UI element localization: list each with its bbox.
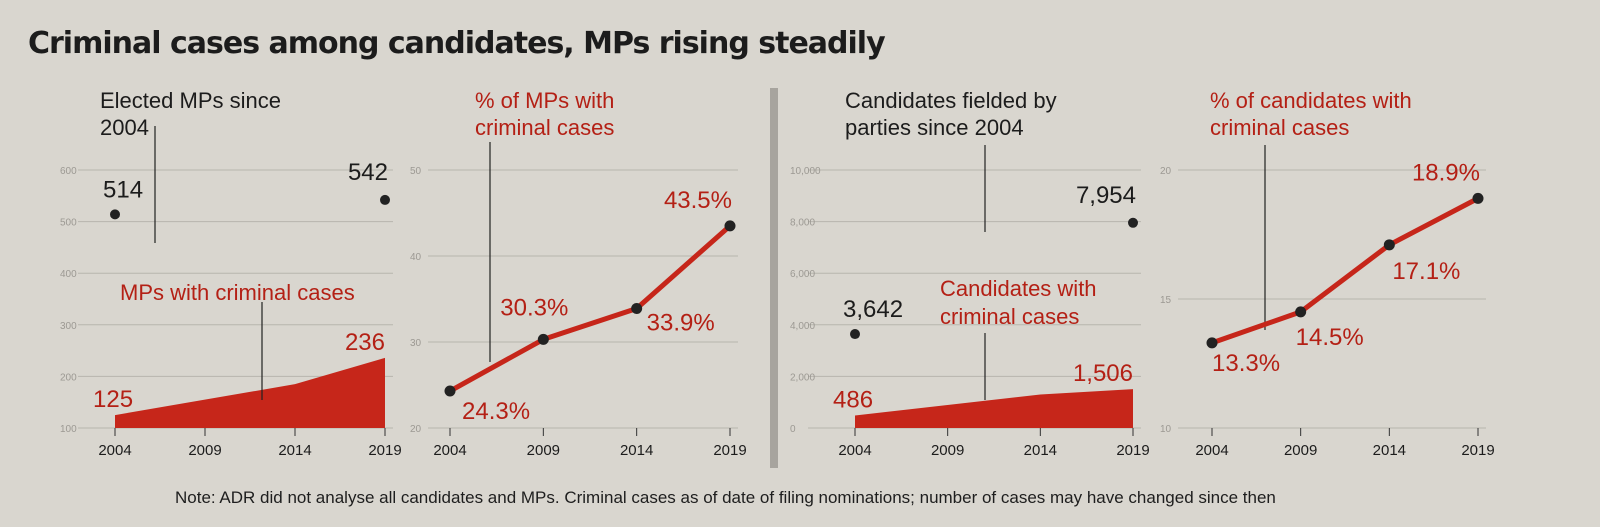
total-point (850, 329, 860, 340)
data-label: 1,506 (1073, 360, 1133, 387)
chart-title: % of candidates with (1210, 88, 1412, 113)
series-line (1211, 196, 1480, 346)
data-label: 7,954 (1076, 182, 1136, 209)
chart-title: Elected MPs since (100, 88, 281, 113)
data-label: 3,642 (843, 296, 903, 323)
x-tick-label: 2004 (433, 442, 466, 459)
data-label: 486 (833, 386, 873, 413)
data-label: 18.9% (1412, 159, 1480, 186)
y-tick-label: 600 (60, 166, 77, 177)
page-title: Criminal cases among candidates, MPs ris… (28, 26, 886, 61)
data-label: 43.5% (664, 187, 732, 214)
data-label: 236 (345, 329, 385, 356)
data-label: 14.5% (1296, 324, 1364, 351)
series-label: criminal cases (940, 304, 1079, 329)
total-point (1128, 217, 1138, 228)
x-tick-label: 2009 (188, 442, 221, 459)
series-point (724, 220, 736, 232)
series-point (1206, 337, 1218, 349)
data-label: 13.3% (1212, 350, 1280, 377)
x-tick-label: 2009 (931, 442, 964, 459)
data-label: 24.3% (462, 398, 530, 425)
y-tick-label: 10,000 (790, 166, 821, 177)
data-label: 125 (93, 386, 133, 413)
series-label: MPs with criminal cases (120, 280, 355, 305)
x-tick-label: 2014 (278, 442, 311, 459)
panel-divider (770, 88, 778, 468)
x-tick-label: 2009 (527, 442, 560, 459)
x-tick-label: 2004 (838, 442, 871, 459)
x-tick-label: 2014 (1024, 442, 1057, 459)
y-tick-label: 500 (60, 218, 77, 229)
y-tick-label: 8,000 (790, 218, 815, 229)
x-tick-label: 2019 (1461, 442, 1494, 459)
y-tick-label: 0 (790, 424, 796, 435)
criminal-area (855, 389, 1133, 428)
series-point (1472, 192, 1484, 204)
data-label: 542 (348, 159, 388, 186)
series-point (631, 302, 643, 314)
chart-title: Candidates fielded by (845, 88, 1057, 113)
x-tick-label: 2009 (1284, 442, 1317, 459)
data-label: 514 (103, 176, 143, 203)
x-tick-label: 2019 (368, 442, 401, 459)
x-tick-label: 2019 (1116, 442, 1149, 459)
series-point (1295, 306, 1307, 318)
y-tick-label: 50 (410, 166, 422, 177)
chart-title: 2004 (100, 115, 149, 140)
criminal-area (115, 357, 385, 428)
y-tick-label: 20 (1160, 166, 1172, 177)
footnote: Note: ADR did not analyse all candidates… (175, 488, 1276, 507)
y-tick-label: 6,000 (790, 269, 815, 280)
x-tick-label: 2014 (1373, 442, 1406, 459)
x-tick-label: 2019 (713, 442, 746, 459)
chart-title: % of MPs with (475, 88, 614, 113)
x-tick-label: 2014 (620, 442, 653, 459)
y-tick-label: 2,000 (790, 372, 815, 383)
data-label: 33.9% (647, 309, 715, 336)
series-line (448, 224, 732, 394)
chart-title: parties since 2004 (845, 115, 1024, 140)
y-tick-label: 40 (410, 252, 422, 263)
y-tick-label: 200 (60, 372, 77, 383)
total-point (110, 209, 120, 220)
data-label: 30.3% (500, 294, 568, 321)
y-tick-label: 15 (1160, 295, 1172, 306)
chart-title: criminal cases (1210, 115, 1349, 140)
series-point (444, 385, 456, 397)
chart-title: criminal cases (475, 115, 614, 140)
total-point (380, 194, 390, 205)
series-point (1383, 239, 1395, 251)
y-tick-label: 100 (60, 424, 77, 435)
y-tick-label: 20 (410, 424, 422, 435)
y-tick-label: 4,000 (790, 321, 815, 332)
x-tick-label: 2004 (98, 442, 131, 459)
series-point (537, 333, 549, 345)
y-tick-label: 300 (60, 321, 77, 332)
x-tick-label: 2004 (1195, 442, 1228, 459)
series-label: Candidates with (940, 276, 1097, 301)
data-label: 17.1% (1392, 258, 1460, 285)
y-tick-label: 10 (1160, 424, 1172, 435)
y-tick-label: 30 (410, 338, 422, 349)
y-tick-label: 400 (60, 269, 77, 280)
